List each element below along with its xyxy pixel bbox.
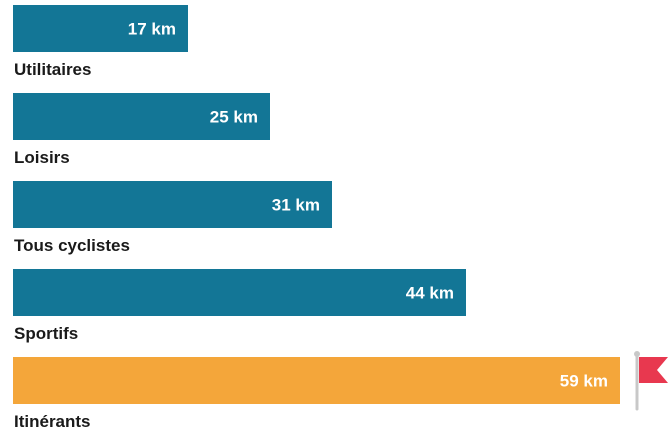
bar xyxy=(13,93,270,140)
flag-icon xyxy=(639,357,668,383)
bar-value-label: 59 km xyxy=(560,372,608,391)
category-label: Loisirs xyxy=(14,148,70,167)
bar xyxy=(13,357,620,404)
bar-value-label: 17 km xyxy=(128,20,176,39)
category-label: Utilitaires xyxy=(14,60,91,79)
bar-value-label: 31 km xyxy=(272,196,320,215)
category-label: Sportifs xyxy=(14,324,78,343)
bar xyxy=(13,269,466,316)
bar xyxy=(13,181,332,228)
category-label: Itinérants xyxy=(14,412,91,431)
flag-pole-top xyxy=(634,351,640,357)
bar-value-label: 25 km xyxy=(210,108,258,127)
bar-value-label: 44 km xyxy=(406,284,454,303)
category-label: Tous cyclistes xyxy=(14,236,130,255)
bar xyxy=(13,5,188,52)
